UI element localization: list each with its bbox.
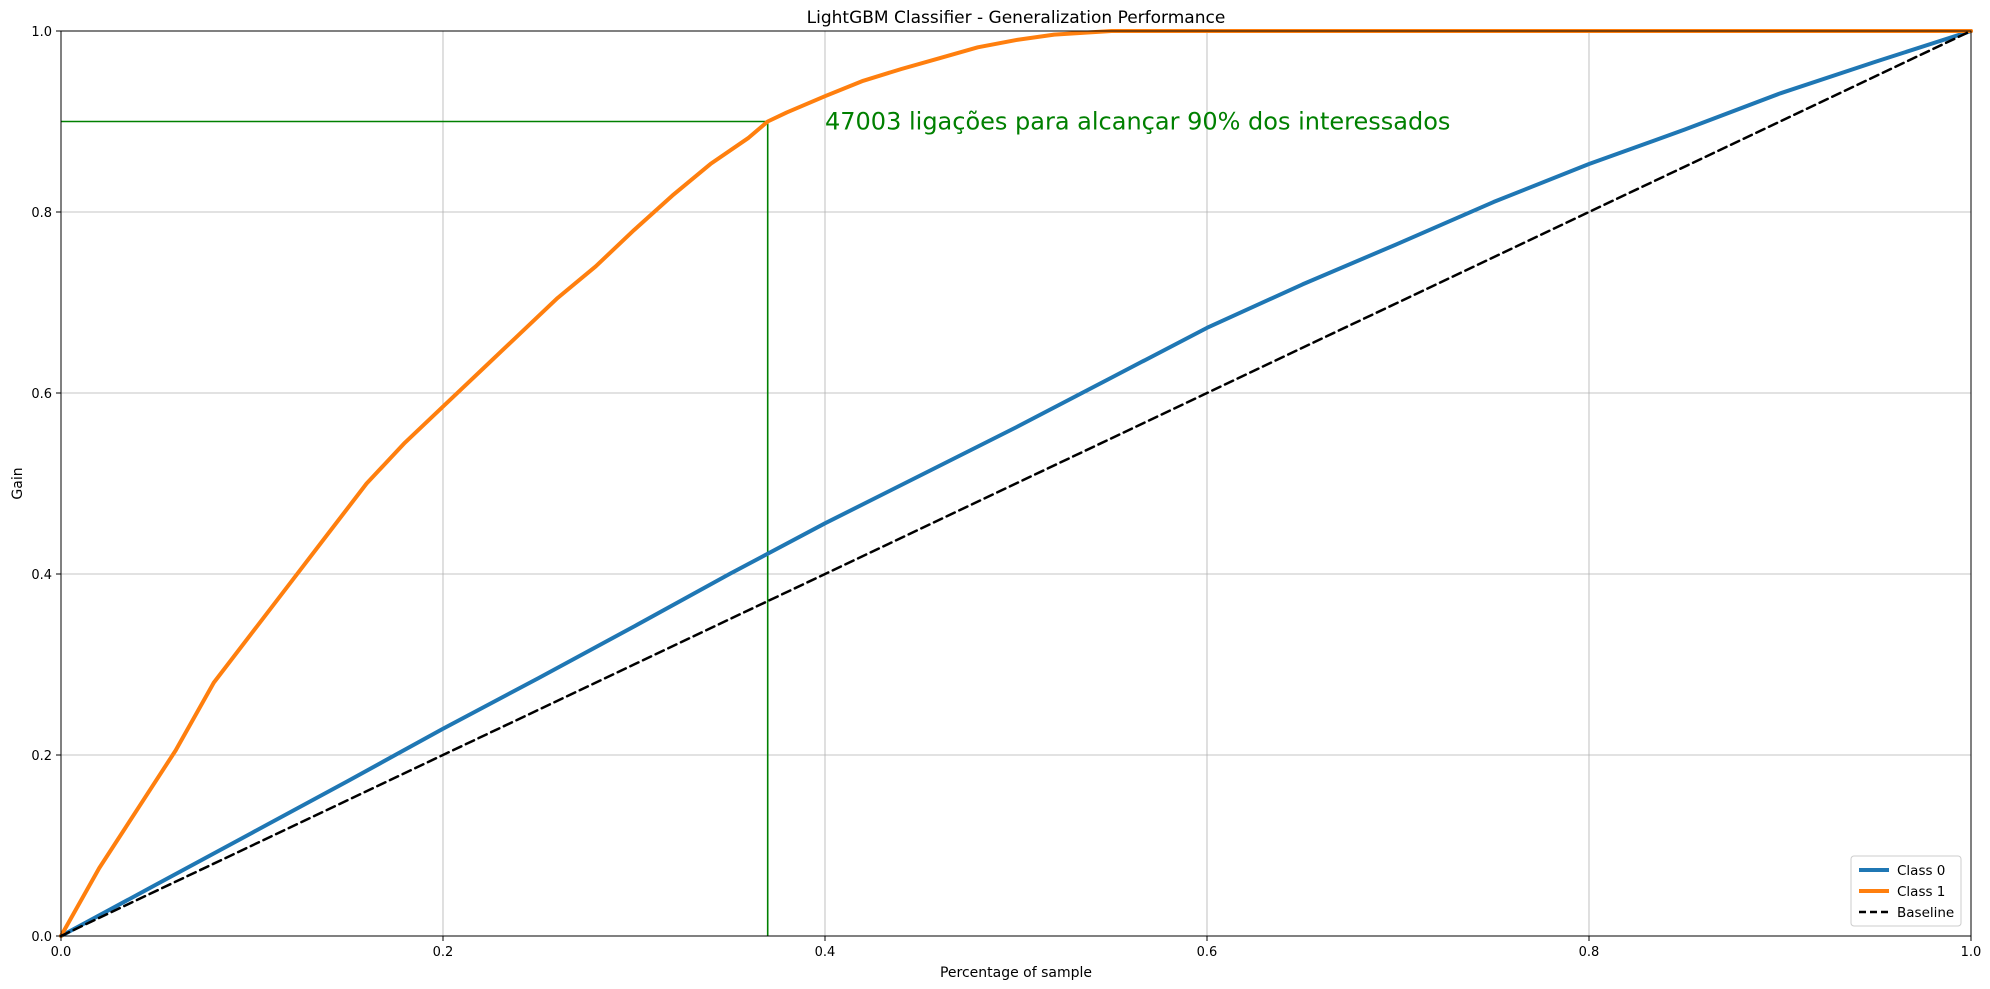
series-line-baseline: [59, 29, 1973, 938]
plot-frame: [60, 30, 1972, 937]
legend-label: Class 0: [1897, 863, 1945, 879]
series-lines: [59, 29, 1973, 938]
legend-box: [1850, 855, 1962, 927]
legend: Class 0 Class 1 Baseline: [1850, 855, 1962, 927]
y-tick-label: 0.4: [31, 568, 52, 583]
legend-label: Class 1: [1897, 884, 1945, 900]
y-tick-label: 0.0: [31, 930, 52, 945]
x-tick-label: 0.2: [433, 945, 454, 960]
y-tick-label: 0.2: [31, 749, 52, 764]
reference-lines: [61, 120, 769, 936]
x-tick-label: 0.8: [1579, 945, 1600, 960]
y-tick-label: 0.8: [31, 206, 52, 221]
chart-title: LightGBM Classifier - Generalization Per…: [807, 8, 1226, 28]
series-line-class-1: [59, 29, 1973, 938]
x-tick-label: 0.6: [1197, 945, 1218, 960]
series-line-class-0: [59, 29, 1973, 938]
legend-label: Baseline: [1897, 905, 1954, 921]
x-axis-label: Percentage of sample: [940, 965, 1092, 981]
y-tick-label: 0.6: [31, 387, 52, 402]
y-axis-label: Gain: [10, 467, 26, 499]
x-tick-label: 1.0: [1961, 945, 1982, 960]
x-tick-label: 0.4: [815, 945, 836, 960]
x-tick-label: 0.0: [51, 945, 72, 960]
axis-ticks: 0.0 0.2 0.4 0.6 0.8 1.0 0.0 0.2 0.4 0.6 0.8 1.0: [31, 25, 1981, 960]
annotation-text: 47003 ligações para alcançar 90% dos int…: [825, 108, 1450, 136]
y-tick-label: 1.0: [31, 25, 52, 40]
